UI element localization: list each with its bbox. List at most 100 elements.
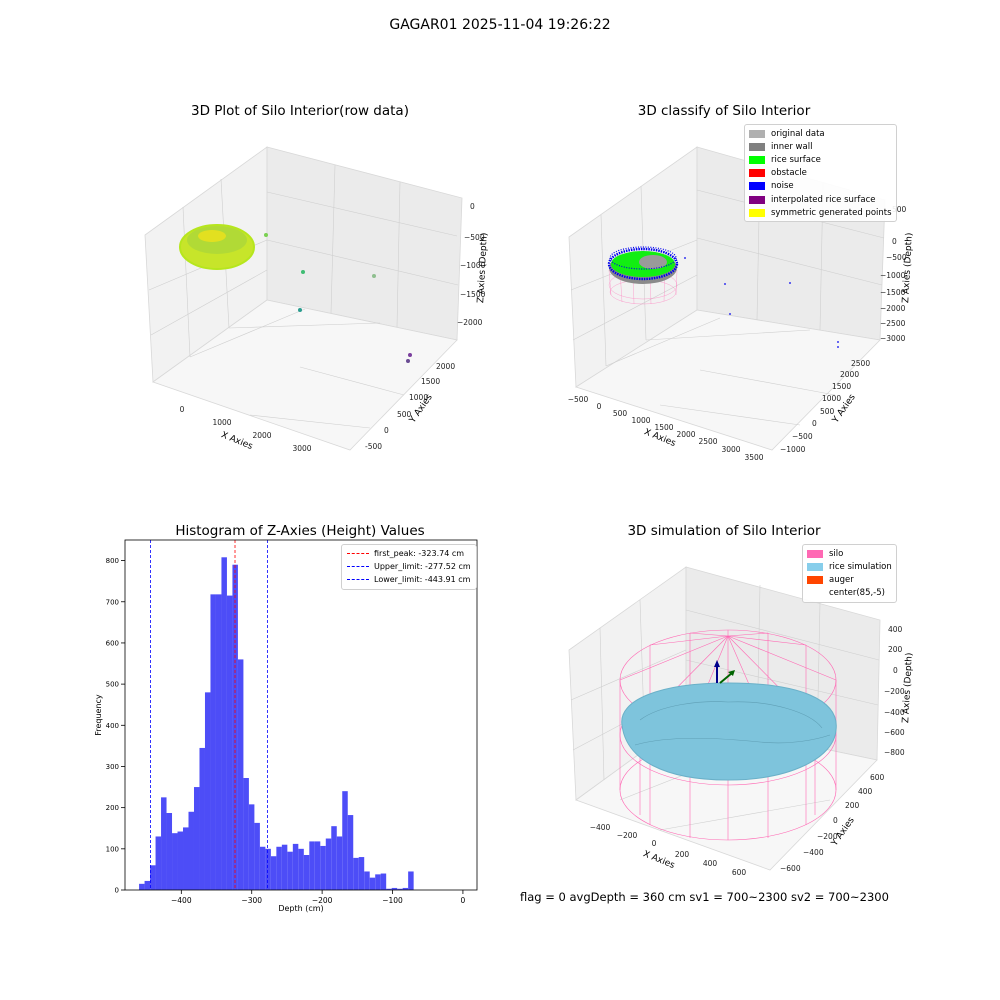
legend-line: [347, 579, 369, 581]
simulation-xtick: −200: [617, 831, 638, 840]
histogram-bar: [353, 857, 359, 890]
histogram-ytick-label: 100: [106, 845, 119, 853]
classify-xtick: 500: [613, 409, 628, 418]
simulation-ztick: 0: [893, 666, 898, 675]
legend-label: noise: [771, 181, 794, 192]
histogram-bar: [391, 887, 398, 890]
histogram-bar: [347, 815, 354, 890]
histogram-bar: [188, 811, 194, 890]
histogram-bar: [336, 836, 343, 890]
histogram-bar: [270, 856, 277, 890]
simulation-ytick: −200: [817, 832, 838, 841]
simulation-panel-title: 3D simulation of Silo Interior: [627, 523, 821, 539]
histogram-bar: [281, 844, 288, 890]
histogram-bar: [375, 874, 381, 890]
legend-item-upper-limit: Upper_limit: -277.52 cm: [347, 560, 471, 573]
histogram-bar: [172, 833, 178, 890]
histogram-bar: [150, 865, 156, 890]
raw-xtick: 3000: [292, 444, 311, 453]
legend-label: original data: [771, 128, 825, 139]
histogram-bar: [254, 822, 260, 890]
legend-swatch: [807, 589, 823, 597]
histogram-bar: [259, 846, 266, 890]
histogram-ytick-label: 600: [106, 639, 119, 647]
legend-item-original-data: original data: [749, 127, 892, 140]
legend-line: [347, 566, 369, 568]
legend-item-center: center(85,-5): [807, 587, 892, 600]
simulation-xtick: −400: [590, 823, 611, 832]
legend-swatch: [749, 142, 765, 151]
histogram-bar: [276, 846, 282, 890]
histogram-bar: [303, 855, 310, 890]
simulation-rice-surface: [621, 682, 837, 781]
histogram-bar: [237, 659, 244, 890]
histogram-bar: [331, 826, 337, 890]
simulation-ytick: 200: [845, 801, 860, 810]
classify-xtick: 1500: [654, 423, 673, 432]
classify-zlabel: Z Axies (Depth): [901, 232, 915, 303]
histogram-xtick-label: −400: [171, 896, 192, 905]
legend-label: silo: [829, 548, 844, 559]
histogram-bar: [386, 888, 392, 890]
raw-zlabel: Z Axies (Depth): [476, 232, 490, 303]
legend-item-rice-simulation: rice simulation: [807, 560, 892, 573]
classify-xtick: 3500: [744, 453, 763, 462]
legend-swatch: [749, 208, 765, 217]
histogram-ylabel: Frequency: [94, 694, 103, 736]
legend-label: rice simulation: [829, 561, 892, 572]
legend-swatch: [749, 195, 765, 204]
legend-swatch: [749, 182, 765, 191]
histogram-bar: [298, 848, 304, 890]
histogram-bar: [204, 692, 211, 890]
raw-xtick: 0: [180, 405, 185, 414]
histogram-bar: [320, 845, 326, 890]
legend-item-rice-surface: rice surface: [749, 153, 892, 166]
histogram-bar: [314, 841, 321, 890]
raw-ytick: 2000: [436, 362, 455, 371]
histogram-xtick-label: −300: [241, 896, 262, 905]
classify-ztick: −3000: [880, 334, 906, 343]
histogram-ytick-label: 500: [106, 681, 119, 689]
classify-legend: original data inner wall rice surface ob…: [744, 124, 897, 223]
legend-swatch: [749, 169, 765, 178]
simulation-ztick: −800: [884, 748, 905, 757]
classify-ytick: 2500: [851, 359, 870, 368]
histogram-bar: [166, 813, 173, 890]
classify-ztick: −1500: [880, 288, 906, 297]
simulation-xtick: 0: [652, 839, 657, 848]
classify-noise-ring: [607, 247, 679, 281]
raw-xtick: 1000: [212, 418, 231, 427]
classify-ztick: −2000: [880, 304, 906, 313]
legend-item-auger: auger: [807, 573, 892, 586]
classify-ytick: 2000: [840, 370, 859, 379]
legend-swatch: [807, 575, 823, 584]
histogram-xtick-label: −200: [312, 896, 333, 905]
histogram-xlabel: Depth (cm): [278, 904, 323, 913]
classify-xtick: 1000: [631, 416, 650, 425]
histogram-bar: [265, 848, 271, 890]
legend-item-lower-limit: Lower_limit: -443.91 cm: [347, 573, 471, 586]
simulation-ztick: −200: [884, 687, 905, 696]
histogram-title: Histogram of Z-Axies (Height) Values: [175, 523, 425, 539]
raw-outlier-point: [301, 270, 305, 274]
simulation-ytick: 400: [858, 787, 873, 796]
classify-ztick: −2500: [880, 319, 906, 328]
simulation-xlabel: X Axies: [641, 849, 676, 871]
legend-label: rice surface: [771, 154, 821, 165]
histogram-bar: [287, 851, 293, 890]
histogram-bar: [215, 594, 222, 890]
histogram-ytick-label: 400: [106, 722, 119, 730]
legend-item-first-peak: first_peak: -323.74 cm: [347, 547, 471, 560]
raw-ytick: 1000: [409, 393, 428, 402]
histogram-bar: [221, 557, 227, 890]
histogram-legend: first_peak: -323.74 cm Upper_limit: -277…: [341, 544, 477, 590]
histogram-xtick-label: −100: [382, 896, 403, 905]
raw-ytick: 500: [397, 410, 412, 419]
histogram-bar: [402, 887, 409, 890]
legend-label: symmetric generated points: [771, 207, 892, 218]
legend-swatch: [749, 155, 765, 164]
classify-xtick: −500: [568, 395, 589, 404]
histogram-bar: [183, 827, 189, 890]
legend-item-silo: silo: [807, 547, 892, 560]
raw-ytick: -500: [365, 442, 382, 451]
